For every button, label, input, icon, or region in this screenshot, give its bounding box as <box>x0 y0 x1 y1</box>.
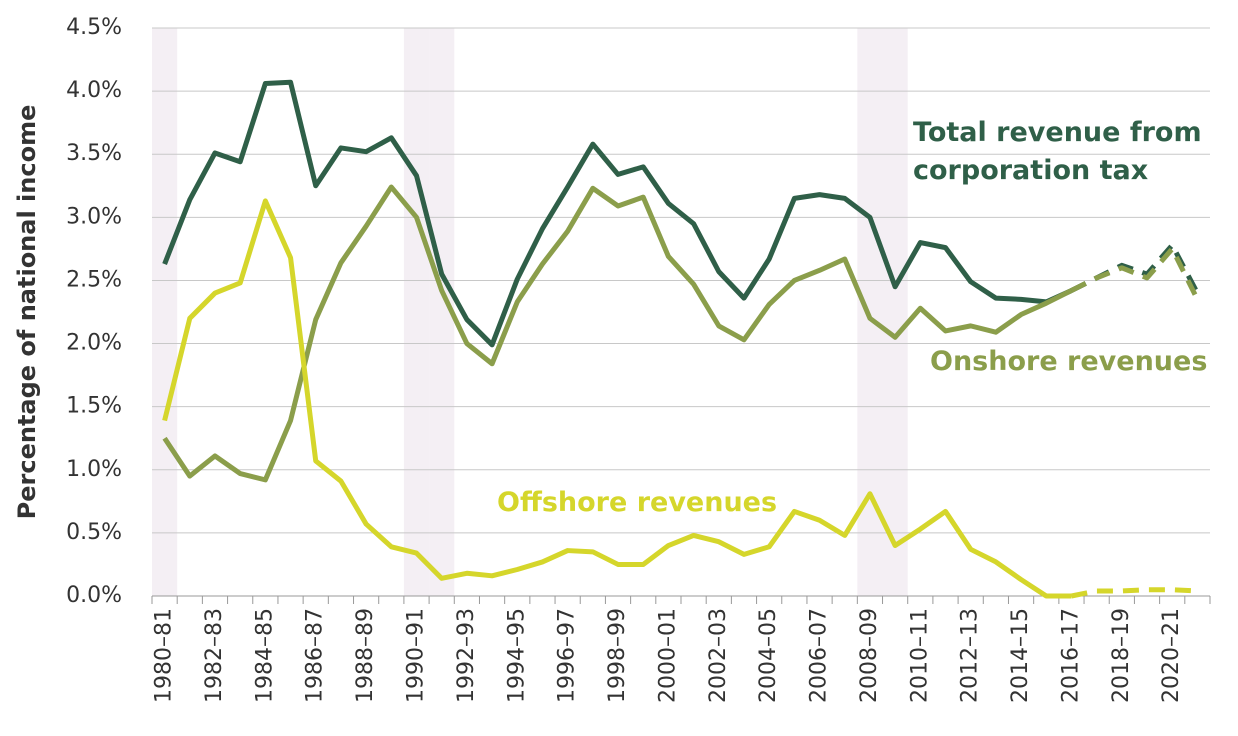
y-tick-label: 2.5% <box>66 267 122 292</box>
x-tick-label: 1980–81 <box>152 608 177 703</box>
x-tick-label: 2004–05 <box>756 608 781 703</box>
series-label: Offshore revenues <box>497 487 778 518</box>
series-line-projection <box>1070 246 1200 301</box>
y-tick-label: 4.5% <box>66 15 122 40</box>
series-line <box>162 184 1073 483</box>
x-tick-label: 1982–83 <box>202 608 227 703</box>
x-tick-label: 2014–15 <box>1008 608 1033 703</box>
x-tick-label: 1992–93 <box>454 608 479 703</box>
y-tick-label: 3.5% <box>66 141 122 166</box>
x-tick-label: 2018–19 <box>1109 608 1134 703</box>
x-tick-label: 1998–99 <box>605 608 630 703</box>
x-tick-label: 1984–85 <box>252 608 277 703</box>
y-tick-label: 1.0% <box>66 457 122 482</box>
y-tick-label: 0.0% <box>66 583 122 608</box>
shaded-period <box>152 28 178 596</box>
x-tick-label: 2010–11 <box>907 608 932 703</box>
y-tick-label: 0.5% <box>66 520 122 545</box>
y-tick-label: 2.0% <box>66 331 122 356</box>
x-tick-label: 1988–89 <box>353 608 378 703</box>
x-tick-label: 1986–87 <box>303 608 328 703</box>
x-tick-label: 1990–91 <box>404 608 429 703</box>
y-tick-label: 1.5% <box>66 394 122 419</box>
series-label: Total revenue from corporation tax <box>913 117 1202 186</box>
shaded-period <box>403 28 430 596</box>
y-tick-label: 3.0% <box>66 204 122 229</box>
series-line-projection <box>1070 587 1198 599</box>
y-tick-label: 4.0% <box>66 78 122 103</box>
x-tick-label: 1994–95 <box>504 608 529 703</box>
series-label: Onshore revenues <box>930 346 1208 377</box>
shaded-period <box>882 28 908 596</box>
x-tick-label: 2006–07 <box>807 608 832 703</box>
x-tick-label: 2002–03 <box>706 608 731 703</box>
x-tick-label: 2020–21 <box>1159 608 1184 703</box>
x-tick-label: 2000–01 <box>655 608 680 703</box>
x-tick-label: 2016–17 <box>1058 608 1083 703</box>
series-line <box>162 79 1073 348</box>
x-tick-label: 2008–09 <box>857 608 882 703</box>
x-tick-label: 1996–97 <box>555 608 580 703</box>
series-line-projection <box>1070 242 1200 295</box>
x-tick-label: 2012–13 <box>958 608 983 703</box>
series-line <box>162 198 1072 599</box>
y-axis-label: Percentage of national income <box>13 105 41 520</box>
